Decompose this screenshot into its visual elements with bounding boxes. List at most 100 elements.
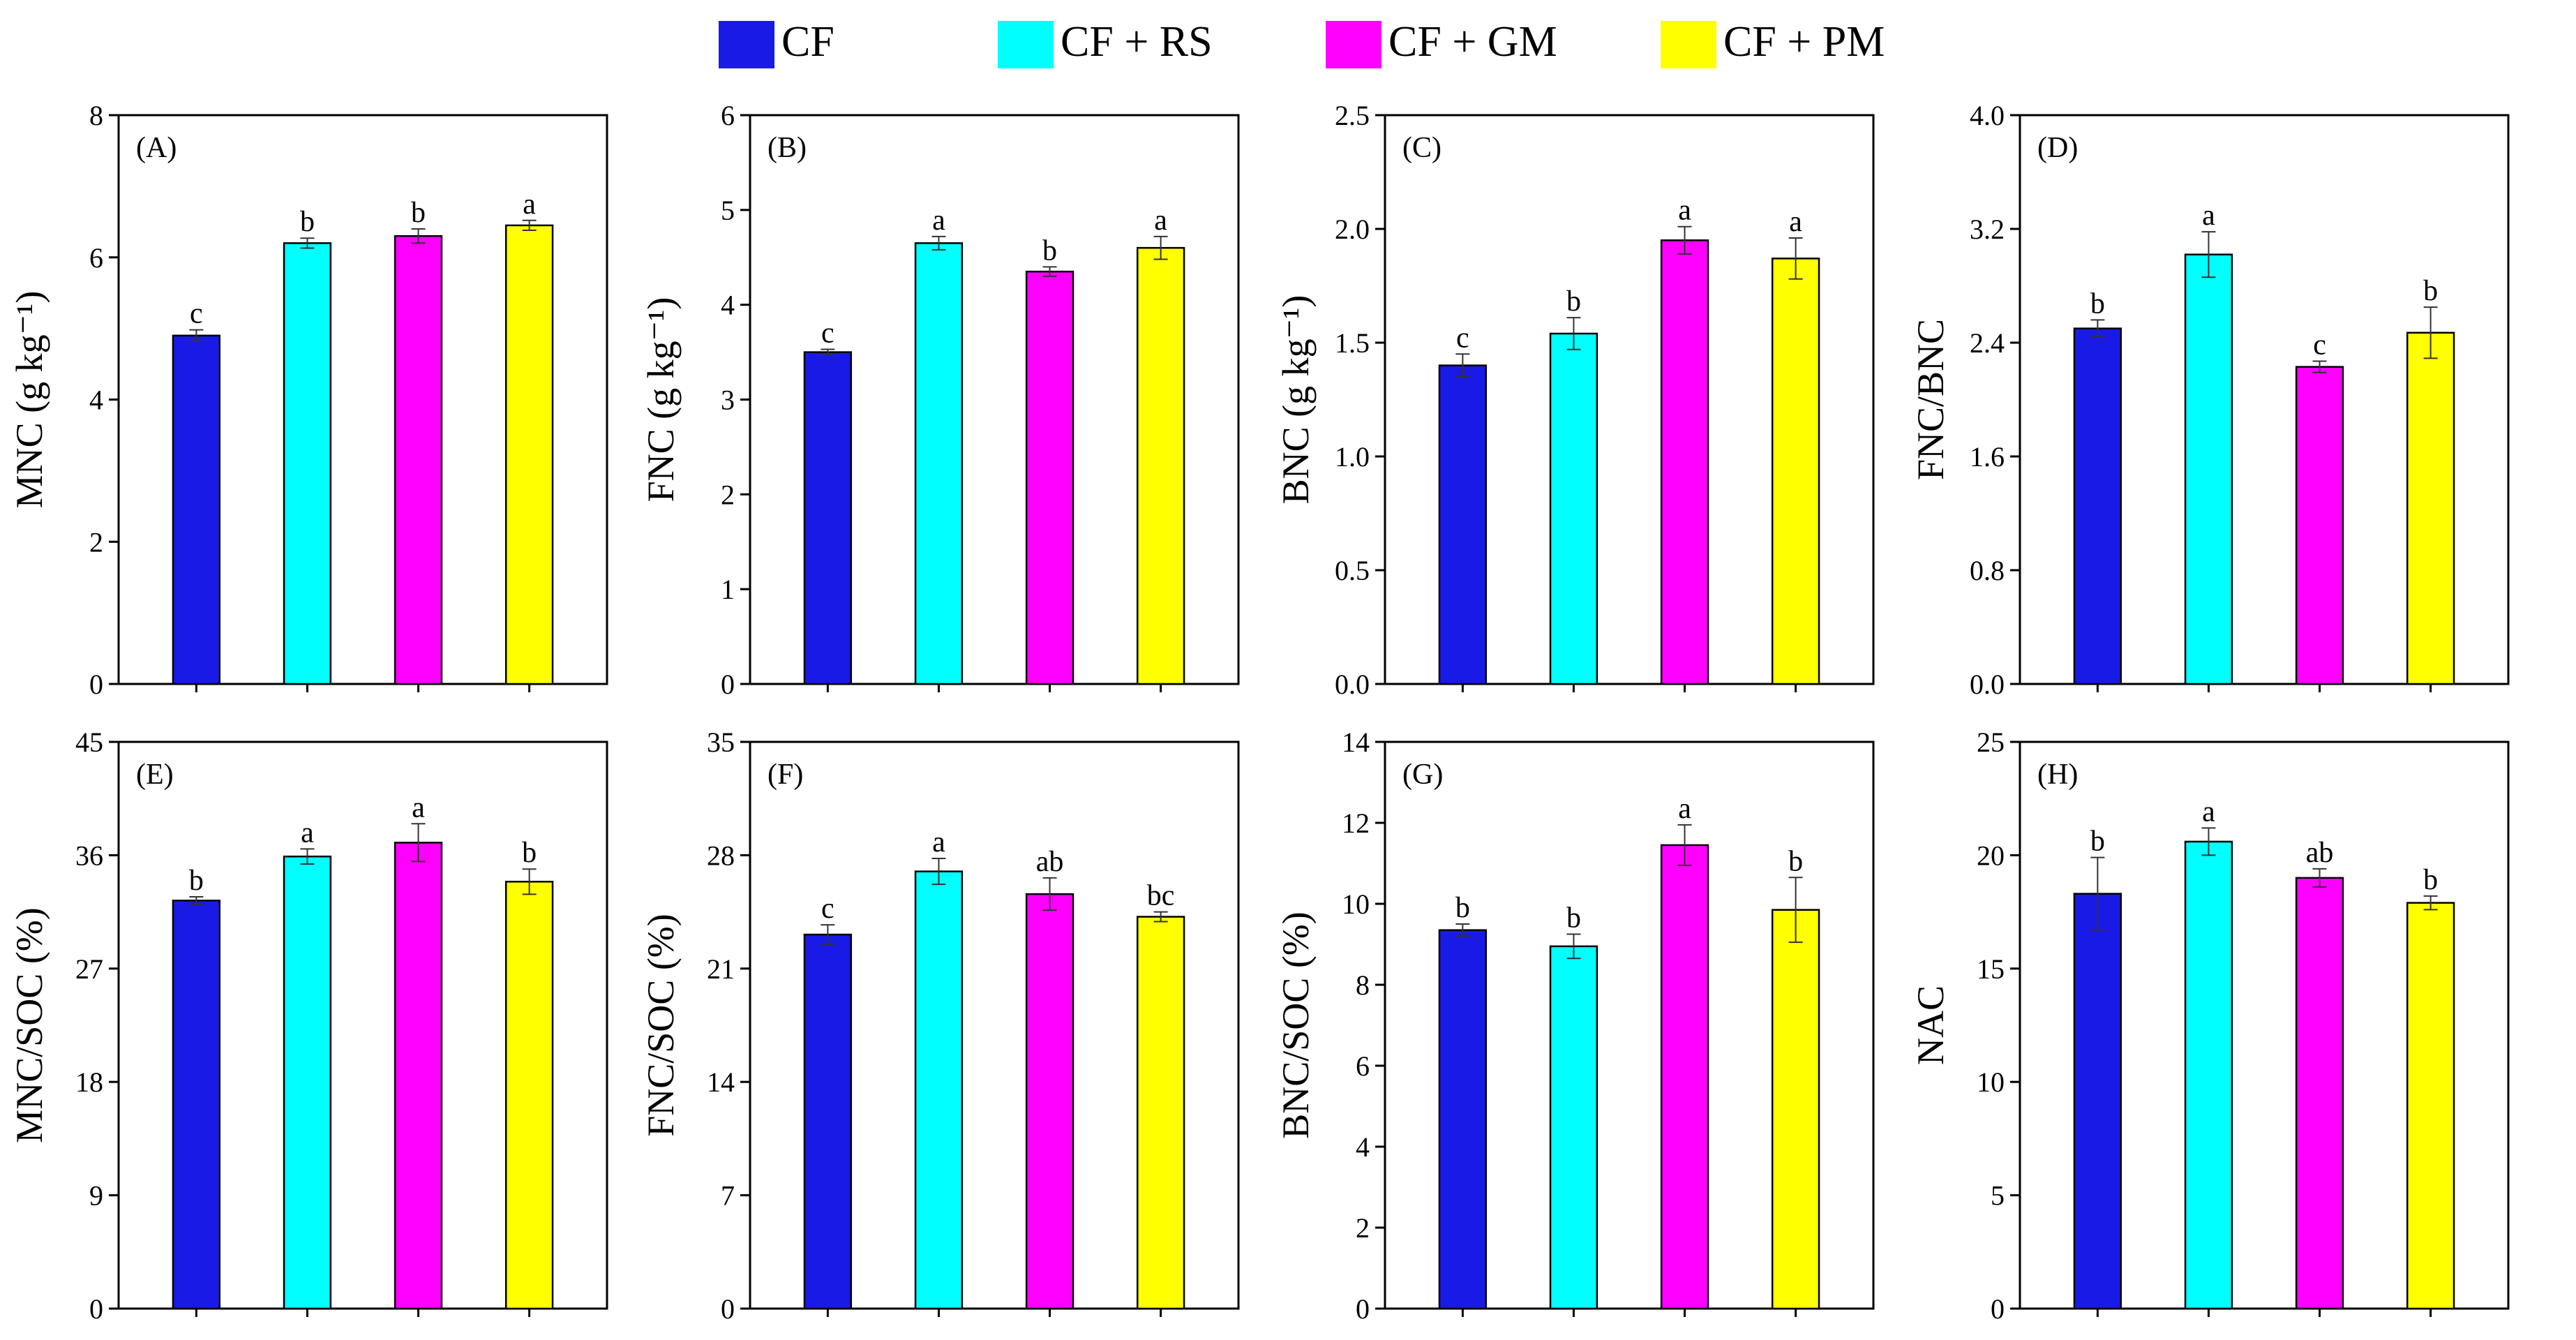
y-tick-label: 5 xyxy=(721,195,735,226)
significance-letter: b xyxy=(522,837,537,869)
significance-letter: b xyxy=(2423,275,2438,307)
bar xyxy=(172,900,221,1310)
significance-letter: b xyxy=(300,206,315,238)
y-tick-label: 0 xyxy=(89,669,103,700)
significance-letter: c xyxy=(821,893,834,925)
significance-letter: b xyxy=(2423,864,2438,896)
bar xyxy=(2295,877,2344,1310)
plot-frame xyxy=(2019,740,2510,1310)
plot-frame xyxy=(2019,114,2510,685)
y-tick-label: 3 xyxy=(721,385,735,416)
bar xyxy=(2073,893,2122,1310)
significance-letter: b xyxy=(2090,288,2105,320)
chart-panel: 0 7 14 21 28 35 c a ab bc (F) FNC/SOC (%) xyxy=(640,727,1240,1325)
bar xyxy=(283,242,332,685)
legend-label: CF + RS xyxy=(1061,18,1213,66)
significance-letter: a xyxy=(1678,195,1691,227)
y-axis-title: FNC/BNC xyxy=(1910,319,1952,480)
legend-label: CF xyxy=(781,18,834,66)
significance-letter: ab xyxy=(1036,846,1064,878)
y-tick-label: 36 xyxy=(75,840,103,871)
significance-letter: bc xyxy=(1147,880,1175,912)
y-tick-label: 0.0 xyxy=(1335,669,1370,700)
bar xyxy=(2184,840,2233,1310)
y-tick-label: 0.0 xyxy=(1970,669,2005,700)
significance-letter: b xyxy=(1042,234,1057,267)
bar xyxy=(1771,909,1820,1310)
y-tick-label: 0 xyxy=(721,1293,735,1325)
significance-letter: a xyxy=(301,817,314,849)
panel-label: (F) xyxy=(767,759,803,791)
chart-panel: 0 5 10 15 20 25 b a ab b (H) NAC xyxy=(1910,727,2510,1325)
bar xyxy=(1136,246,1185,685)
y-tick-label: 10 xyxy=(1977,1066,2005,1098)
y-tick-label: 2 xyxy=(1356,1212,1370,1244)
bar xyxy=(394,234,443,685)
y-tick-label: 3.2 xyxy=(1970,214,2005,245)
legend-swatch xyxy=(1661,21,1716,68)
bar xyxy=(803,351,853,685)
chart-panel: 0.0 0.8 1.6 2.4 3.2 4.0 b a c b (D) FNC/BNC xyxy=(1910,100,2510,700)
y-tick-label: 9 xyxy=(89,1180,103,1212)
significance-letter: a xyxy=(412,791,425,824)
significance-letter: a xyxy=(1154,204,1167,237)
y-tick-label: 10 xyxy=(1342,888,1370,920)
chart-panel: 0 1 2 3 4 5 6 c a b a (B) FNC (g kg⁻¹) xyxy=(640,100,1240,700)
significance-letter: b xyxy=(1455,892,1470,924)
significance-letter: b xyxy=(2090,826,2105,858)
bar xyxy=(394,842,443,1310)
significance-letter: c xyxy=(1456,322,1469,354)
legend-label: CF + PM xyxy=(1723,18,1885,66)
significance-letter: b xyxy=(1566,902,1581,935)
bar xyxy=(172,334,221,685)
bar xyxy=(1660,239,1709,685)
y-tick-label: 8 xyxy=(89,100,103,131)
plot-frame xyxy=(1384,114,1875,685)
legend-label: CF + GM xyxy=(1388,18,1557,66)
y-tick-label: 35 xyxy=(707,727,735,758)
panel-label: (E) xyxy=(136,759,174,791)
bar xyxy=(1549,945,1598,1310)
chart-panel: 0 9 18 27 36 45 b a a b (E) MNC/SOC (%) xyxy=(8,727,608,1325)
significance-letter: a xyxy=(932,204,945,237)
bar xyxy=(1438,364,1488,685)
y-tick-label: 8 xyxy=(1356,969,1370,1001)
bar xyxy=(2406,902,2455,1310)
significance-letter: a xyxy=(932,826,945,858)
y-tick-label: 12 xyxy=(1342,807,1370,839)
significance-letter: c xyxy=(2313,329,2326,361)
y-tick-label: 0 xyxy=(89,1293,103,1325)
plot-frame xyxy=(1384,740,1875,1310)
bar xyxy=(914,242,964,685)
y-tick-label: 4 xyxy=(89,385,103,416)
bar xyxy=(2406,332,2455,685)
y-tick-label: 18 xyxy=(75,1066,103,1098)
y-tick-label: 2.0 xyxy=(1335,214,1370,245)
y-tick-label: 27 xyxy=(75,953,103,985)
bar xyxy=(1549,332,1598,685)
significance-letter: b xyxy=(1566,285,1581,318)
y-tick-label: 6 xyxy=(89,242,103,274)
bar xyxy=(1136,916,1185,1310)
significance-letter: b xyxy=(1788,845,1803,877)
legend-item: CF + PM xyxy=(1661,18,1885,68)
bar xyxy=(1438,929,1488,1310)
y-tick-label: 20 xyxy=(1977,840,2005,871)
y-tick-label: 0 xyxy=(1356,1293,1370,1325)
significance-letter: ab xyxy=(2306,837,2334,869)
significance-letter: c xyxy=(190,298,203,330)
y-tick-label: 0 xyxy=(1991,1293,2005,1325)
y-tick-label: 7 xyxy=(721,1180,735,1212)
significance-letter: c xyxy=(821,318,834,350)
panel-label: (D) xyxy=(2037,132,2078,164)
plot-frame xyxy=(749,740,1240,1310)
legend-item: CF + RS xyxy=(998,18,1213,68)
panel-label: (H) xyxy=(2037,759,2078,791)
bar xyxy=(504,224,554,685)
chart-panel: 0 2 4 6 8 c b b a (A) MNC (g kg⁻¹) xyxy=(8,100,608,700)
y-tick-label: 1 xyxy=(721,574,735,605)
significance-letter: a xyxy=(2202,200,2215,232)
y-tick-label: 45 xyxy=(75,727,103,758)
y-tick-label: 4 xyxy=(721,290,735,321)
